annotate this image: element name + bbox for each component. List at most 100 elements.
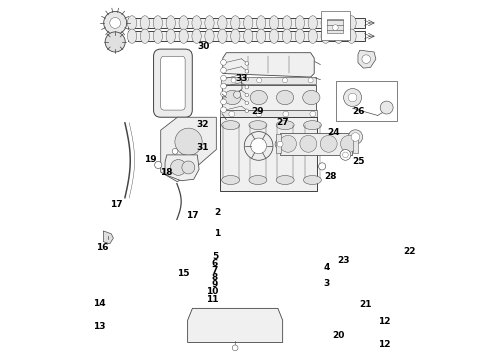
Circle shape bbox=[283, 111, 289, 117]
Bar bbox=[128, 31, 365, 41]
Circle shape bbox=[220, 107, 226, 113]
Circle shape bbox=[182, 161, 195, 174]
Circle shape bbox=[172, 148, 178, 154]
Polygon shape bbox=[188, 309, 283, 342]
Circle shape bbox=[348, 130, 363, 144]
Ellipse shape bbox=[244, 29, 253, 43]
Circle shape bbox=[245, 132, 273, 160]
Bar bbox=[220, 117, 317, 191]
Circle shape bbox=[340, 149, 351, 160]
Circle shape bbox=[220, 99, 226, 105]
Ellipse shape bbox=[308, 29, 318, 43]
Ellipse shape bbox=[205, 16, 214, 30]
Ellipse shape bbox=[270, 29, 279, 43]
Bar bbox=[353, 134, 358, 153]
Text: 26: 26 bbox=[352, 107, 365, 116]
Text: 16: 16 bbox=[96, 243, 109, 252]
Ellipse shape bbox=[221, 176, 240, 184]
Text: 12: 12 bbox=[378, 317, 390, 326]
Text: 32: 32 bbox=[196, 120, 209, 129]
Text: 8: 8 bbox=[212, 273, 218, 282]
Text: 10: 10 bbox=[206, 287, 218, 296]
Circle shape bbox=[232, 345, 238, 351]
Ellipse shape bbox=[256, 29, 266, 43]
Ellipse shape bbox=[276, 90, 294, 105]
Circle shape bbox=[300, 135, 317, 152]
Circle shape bbox=[220, 91, 226, 97]
Ellipse shape bbox=[303, 121, 321, 130]
Circle shape bbox=[231, 78, 236, 83]
Bar bbox=[276, 134, 281, 153]
Circle shape bbox=[234, 91, 241, 98]
Circle shape bbox=[343, 89, 362, 107]
Circle shape bbox=[256, 111, 262, 117]
Ellipse shape bbox=[153, 29, 163, 43]
Text: 12: 12 bbox=[378, 341, 390, 350]
Text: 33: 33 bbox=[235, 75, 247, 84]
Text: 18: 18 bbox=[160, 168, 172, 177]
Text: 19: 19 bbox=[144, 155, 156, 164]
Text: 25: 25 bbox=[352, 157, 365, 166]
Ellipse shape bbox=[166, 29, 175, 43]
Ellipse shape bbox=[321, 29, 330, 43]
Ellipse shape bbox=[179, 29, 188, 43]
Ellipse shape bbox=[192, 16, 201, 30]
Ellipse shape bbox=[127, 29, 137, 43]
Ellipse shape bbox=[303, 90, 320, 105]
Text: 20: 20 bbox=[332, 332, 344, 341]
Text: 30: 30 bbox=[197, 42, 210, 51]
Text: 9: 9 bbox=[212, 280, 218, 289]
Circle shape bbox=[220, 75, 226, 81]
Circle shape bbox=[245, 77, 248, 81]
Ellipse shape bbox=[127, 16, 137, 30]
Ellipse shape bbox=[334, 16, 343, 30]
Polygon shape bbox=[223, 53, 314, 77]
Circle shape bbox=[171, 159, 186, 175]
Circle shape bbox=[310, 111, 316, 117]
Ellipse shape bbox=[179, 16, 188, 30]
Bar bbox=[337, 81, 397, 121]
Ellipse shape bbox=[231, 29, 240, 43]
Text: 27: 27 bbox=[276, 118, 289, 127]
Ellipse shape bbox=[221, 121, 240, 130]
Ellipse shape bbox=[205, 29, 214, 43]
Ellipse shape bbox=[224, 90, 241, 105]
Text: 14: 14 bbox=[93, 299, 106, 308]
Ellipse shape bbox=[282, 16, 292, 30]
Text: 1: 1 bbox=[214, 229, 220, 238]
Circle shape bbox=[362, 55, 370, 63]
Ellipse shape bbox=[347, 16, 356, 30]
Ellipse shape bbox=[244, 16, 253, 30]
Polygon shape bbox=[165, 155, 199, 181]
Bar bbox=[128, 18, 365, 28]
Circle shape bbox=[245, 101, 248, 105]
Circle shape bbox=[277, 141, 283, 147]
Ellipse shape bbox=[166, 16, 175, 30]
FancyBboxPatch shape bbox=[161, 56, 185, 110]
Circle shape bbox=[308, 78, 313, 83]
Ellipse shape bbox=[295, 29, 304, 43]
Circle shape bbox=[155, 161, 162, 168]
Circle shape bbox=[220, 59, 226, 65]
Text: 17: 17 bbox=[186, 211, 198, 220]
Circle shape bbox=[220, 67, 226, 73]
Polygon shape bbox=[358, 50, 376, 68]
Polygon shape bbox=[161, 117, 216, 182]
Circle shape bbox=[245, 69, 248, 73]
Circle shape bbox=[380, 101, 393, 114]
Circle shape bbox=[318, 163, 326, 170]
Ellipse shape bbox=[218, 16, 227, 30]
Text: 3: 3 bbox=[323, 279, 329, 288]
Circle shape bbox=[275, 139, 285, 149]
Ellipse shape bbox=[256, 16, 266, 30]
Ellipse shape bbox=[321, 16, 330, 30]
Circle shape bbox=[343, 152, 348, 158]
Circle shape bbox=[110, 18, 121, 28]
Ellipse shape bbox=[303, 176, 321, 184]
Ellipse shape bbox=[334, 29, 343, 43]
Text: 15: 15 bbox=[177, 269, 189, 278]
Text: 11: 11 bbox=[206, 294, 218, 303]
Ellipse shape bbox=[153, 16, 163, 30]
Ellipse shape bbox=[231, 16, 240, 30]
Text: 22: 22 bbox=[403, 247, 416, 256]
